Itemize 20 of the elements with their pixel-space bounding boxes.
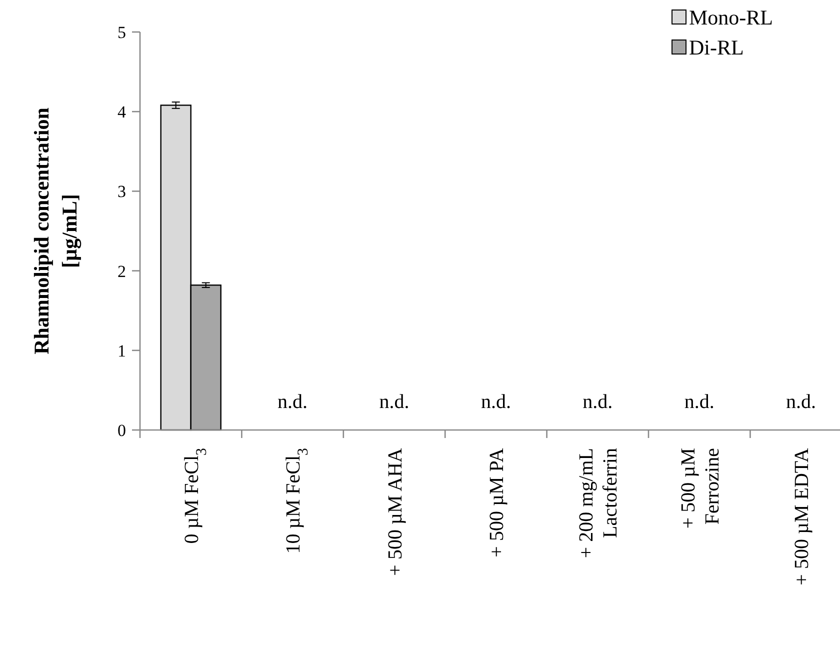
- y-tick-label: 3: [118, 182, 126, 202]
- y-tick-label: 4: [118, 102, 126, 122]
- y-tick-label: 0: [118, 420, 126, 440]
- x-tick-label: + 500 µM EDTA: [791, 447, 814, 586]
- text: n.d.: [379, 391, 410, 413]
- text: n.d.: [582, 391, 613, 413]
- x-tick-label: + 500 µM PA: [486, 447, 508, 558]
- x-tick-label: + 500 µM AHA: [384, 447, 406, 576]
- y-axis-title: Rhamnolipid concentration [µg/mL]: [29, 107, 82, 354]
- y-tick-label: 1: [118, 341, 126, 360]
- text: n.d.: [684, 391, 714, 413]
- text: n.d.: [786, 391, 816, 413]
- y-tick-label: 5: [118, 22, 126, 42]
- legend-label: Di-RL: [689, 35, 744, 60]
- x-tick-label: + 200 mg/mL Lactoferrin: [576, 448, 622, 558]
- text: n.d.: [278, 391, 308, 413]
- y-tick-label: 2: [118, 262, 126, 281]
- legend-label: Mono-RL: [689, 5, 773, 30]
- text: n.d.: [480, 391, 511, 413]
- x-tick-label: + 500 µM Ferrozine: [677, 448, 724, 529]
